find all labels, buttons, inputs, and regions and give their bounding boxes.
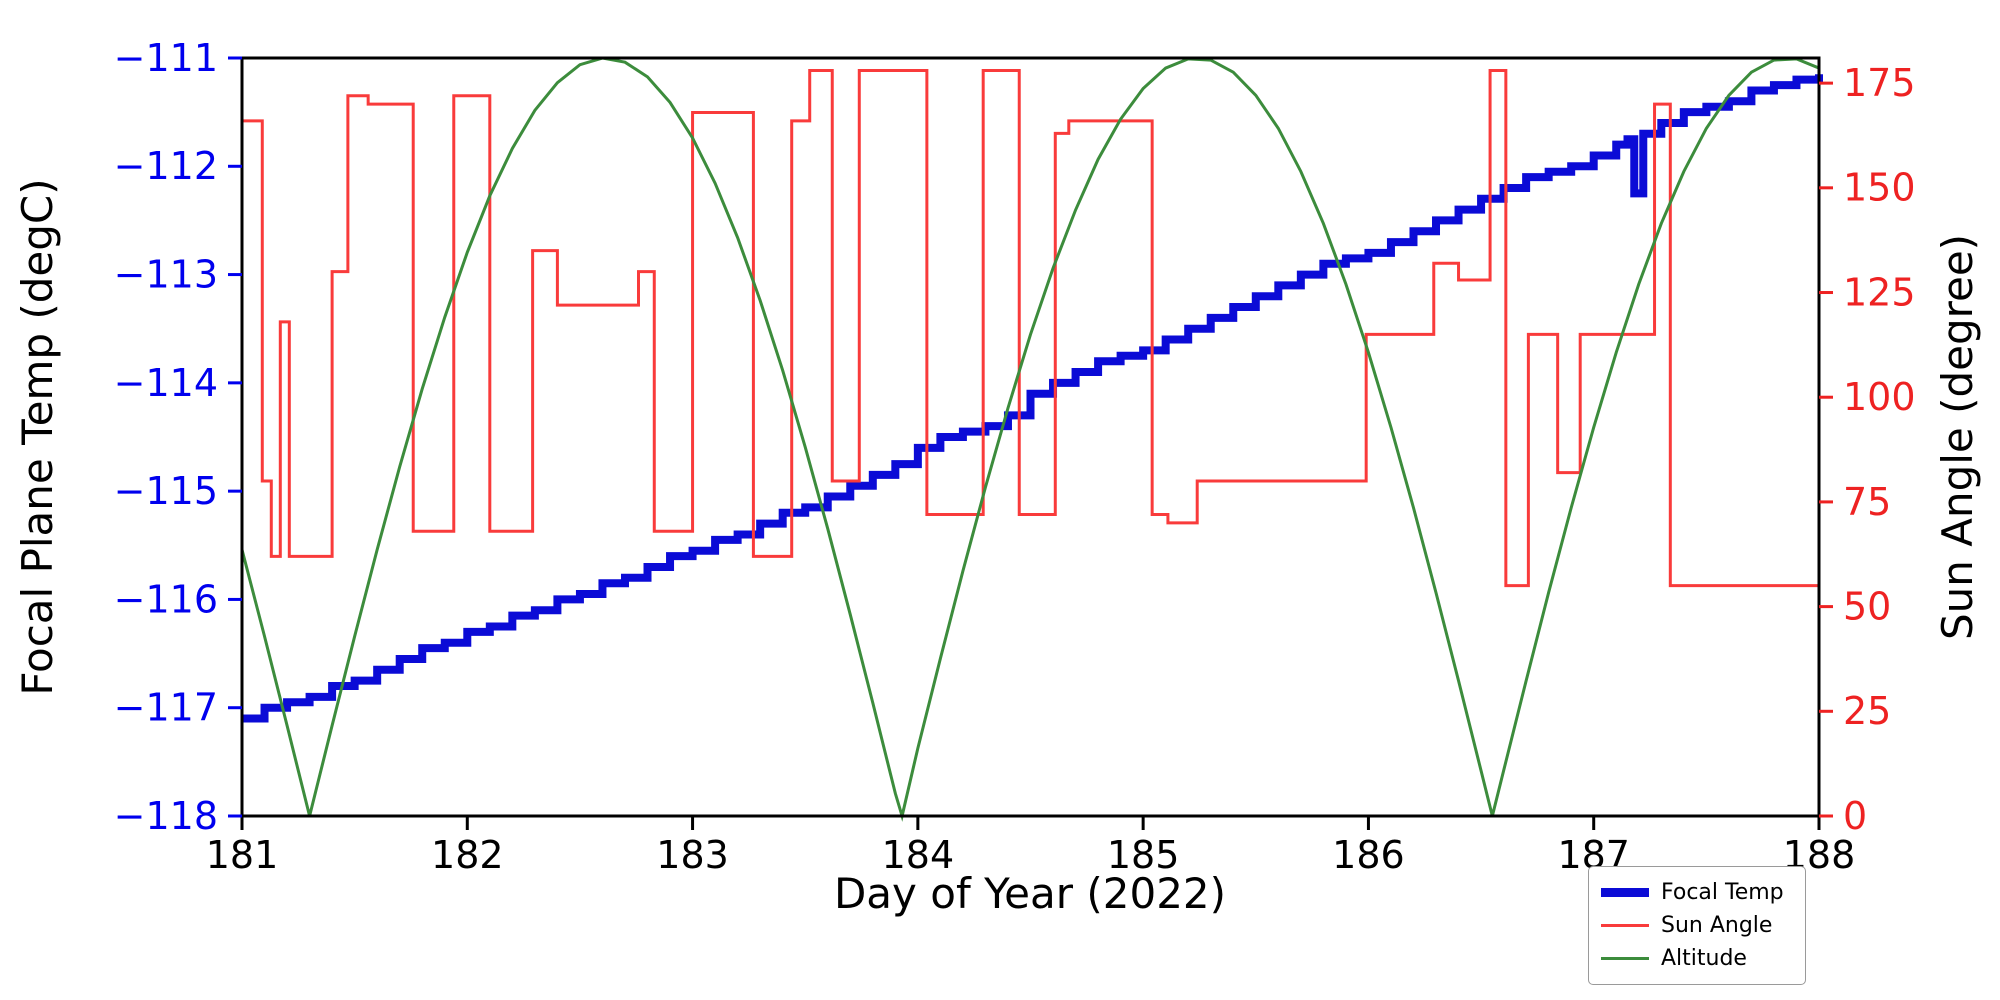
svg-text:182: 182 — [431, 833, 504, 877]
svg-text:100: 100 — [1843, 375, 1916, 419]
svg-text:−117: −117 — [114, 686, 218, 730]
focal-temp-line-swatch — [1601, 888, 1649, 897]
y-axis-left-label: Focal Plane Temp (degC) — [13, 178, 62, 695]
svg-text:175: 175 — [1843, 61, 1916, 105]
x-axis-label: Day of Year (2022) — [834, 869, 1226, 918]
svg-text:−116: −116 — [114, 577, 218, 621]
svg-text:25: 25 — [1843, 689, 1891, 733]
svg-text:50: 50 — [1843, 585, 1891, 629]
legend-item-focal-temp: Focal Temp — [1601, 876, 1793, 909]
svg-text:−115: −115 — [114, 469, 218, 513]
svg-text:−118: −118 — [114, 794, 218, 838]
y-axis-right-label: Sun Angle (degree) — [1933, 234, 1982, 640]
svg-text:0: 0 — [1843, 794, 1867, 838]
legend: Focal Temp Sun Angle Altitude — [1588, 866, 1806, 985]
plot-area: 181 182 183 184 185 186 187 188−118−117−116−115… — [114, 36, 1916, 877]
legend-item-altitude: Altitude — [1601, 942, 1793, 975]
legend-label-altitude: Altitude — [1661, 945, 1747, 971]
svg-text:184: 184 — [882, 833, 955, 877]
svg-text:150: 150 — [1843, 166, 1916, 210]
legend-label-focal-temp: Focal Temp — [1661, 879, 1784, 905]
svg-text:181: 181 — [206, 833, 279, 877]
svg-text:−114: −114 — [114, 361, 218, 405]
svg-text:75: 75 — [1843, 480, 1891, 524]
sun-angle-line-swatch — [1601, 924, 1649, 927]
legend-label-sun-angle: Sun Angle — [1661, 912, 1773, 938]
svg-text:186: 186 — [1332, 833, 1405, 877]
svg-text:125: 125 — [1843, 270, 1916, 314]
svg-text:−113: −113 — [114, 252, 218, 296]
svg-text:−111: −111 — [114, 36, 218, 80]
svg-text:183: 183 — [656, 833, 729, 877]
svg-text:185: 185 — [1107, 833, 1180, 877]
legend-item-sun-angle: Sun Angle — [1601, 909, 1793, 942]
altitude-line-swatch — [1601, 957, 1649, 960]
svg-text:−112: −112 — [114, 144, 218, 188]
